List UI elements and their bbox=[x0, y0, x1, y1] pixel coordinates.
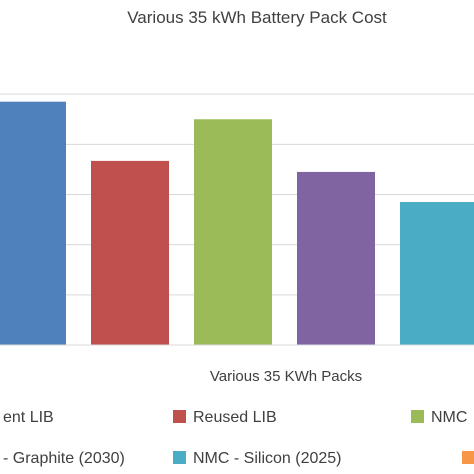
bars bbox=[0, 101, 474, 345]
legend-label-0: ent LIB bbox=[3, 409, 54, 426]
legend-swatch-4 bbox=[173, 451, 186, 464]
x-axis-label: Various 35 KWh Packs bbox=[210, 368, 362, 385]
bar-2 bbox=[194, 119, 272, 345]
legend-swatch-1 bbox=[173, 410, 186, 423]
bar-1 bbox=[91, 160, 169, 345]
legend: ent LIB Reused LIB NMC - Graphite (2030) NMC… bbox=[3, 409, 474, 467]
legend-label-2: NMC bbox=[431, 409, 467, 426]
legend-swatch-5 bbox=[462, 451, 474, 464]
bar-4 bbox=[400, 202, 474, 345]
legend-label-1: Reused LIB bbox=[193, 409, 277, 426]
bar-3 bbox=[297, 171, 375, 345]
legend-swatch-2 bbox=[411, 410, 424, 423]
chart-title: Various 35 kWh Battery Pack Cost bbox=[127, 8, 387, 27]
legend-label-4: NMC - Silicon (2025) bbox=[193, 450, 341, 467]
bar-0 bbox=[0, 101, 66, 345]
legend-label-3: - Graphite (2030) bbox=[3, 450, 125, 467]
